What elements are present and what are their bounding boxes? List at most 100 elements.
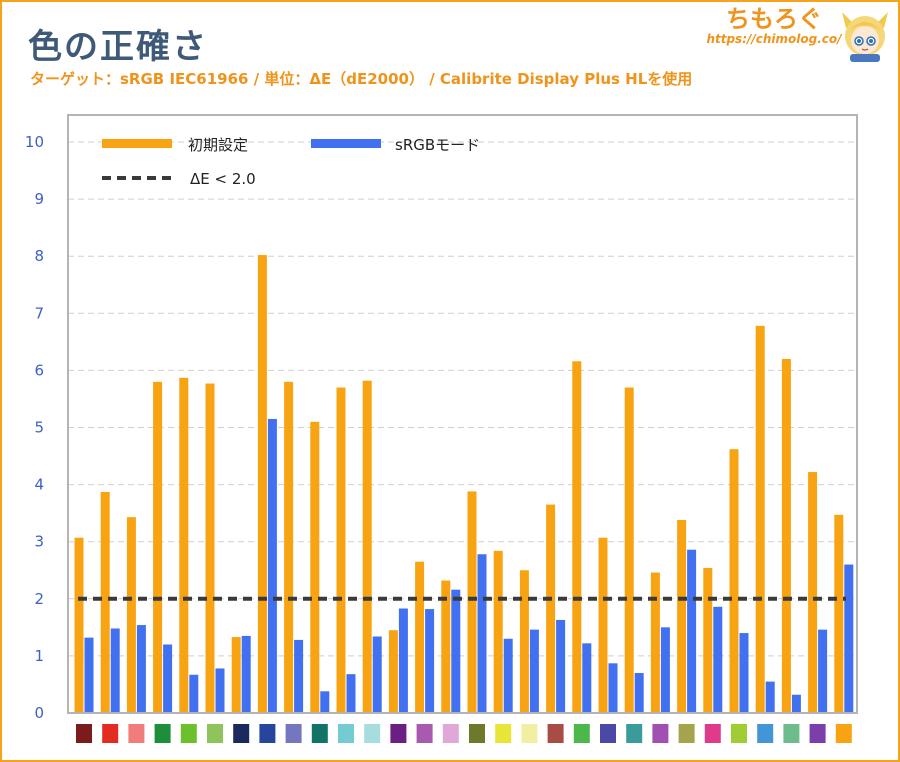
legend-label-threshold: ΔE < 2.0: [190, 170, 256, 188]
color-swatch: [102, 724, 119, 743]
bar-default: [572, 361, 582, 713]
bar-srgb: [503, 638, 513, 713]
bar-srgb: [294, 639, 304, 713]
bar-srgb: [163, 644, 173, 713]
color-swatch: [76, 724, 92, 743]
color-swatch: [731, 724, 747, 743]
bar-srgb: [556, 619, 566, 713]
bar-srgb: [267, 418, 277, 713]
bar-srgb: [320, 691, 330, 713]
color-swatch: [128, 724, 145, 743]
bar-srgb: [346, 674, 356, 713]
legend-label-srgb: sRGBモード: [395, 136, 480, 154]
color-swatch: [180, 724, 197, 743]
color-swatch: [835, 724, 852, 743]
brand-name: ちもろぐ: [726, 5, 822, 33]
color-swatch: [207, 724, 223, 743]
bar-default: [179, 377, 189, 713]
bar-srgb: [660, 627, 670, 713]
bar-default: [519, 570, 529, 713]
bar-srgb: [739, 633, 749, 713]
bar-srgb: [451, 589, 461, 713]
y-tick-label: 5: [34, 419, 44, 437]
color-swatch: [626, 724, 643, 743]
legend-swatch-default: [102, 139, 172, 148]
color-swatch: [390, 724, 407, 743]
color-swatch: [652, 724, 669, 743]
bar-default: [650, 572, 660, 713]
bar-default: [598, 537, 608, 713]
color-swatch: [311, 724, 328, 743]
color-swatch: [442, 724, 459, 743]
color-swatch: [469, 724, 485, 743]
bar-srgb: [818, 629, 828, 713]
bar-srgb: [582, 643, 592, 713]
chart-title: 色の正確さ: [28, 27, 208, 67]
grid-lines: [68, 141, 857, 657]
bar-default: [153, 381, 163, 713]
bar-default: [808, 472, 818, 713]
plot-border: [67, 114, 858, 714]
color-swatch: [678, 724, 695, 743]
bar-default: [336, 387, 346, 713]
color-swatch: [233, 724, 250, 743]
color-swatch: [259, 724, 276, 743]
y-tick-label: 3: [34, 533, 44, 551]
legend-label-default: 初期設定: [188, 136, 248, 154]
bar-srgb: [398, 608, 408, 713]
color-swatch: [783, 724, 800, 743]
color-swatch: [600, 724, 616, 743]
legend: 初期設定 sRGBモード ΔE < 2.0: [102, 136, 480, 188]
y-tick-label: 1: [34, 647, 44, 665]
bar-default: [362, 380, 372, 713]
bar-default: [441, 580, 451, 713]
y-axis: 0 1 2 3 4 5 6 7 8 9 10: [25, 133, 44, 722]
y-tick-label: 7: [34, 304, 44, 322]
bar-default: [257, 255, 267, 714]
bar-default: [703, 567, 713, 713]
bar-srgb: [608, 663, 618, 713]
color-swatch: [338, 724, 354, 743]
bar-default: [624, 387, 634, 713]
bar-srgb: [844, 564, 854, 713]
color-swatches: [76, 724, 852, 743]
bar-srgb: [189, 674, 199, 713]
color-swatch: [154, 724, 171, 743]
bar-srgb: [529, 629, 539, 713]
brand-logo: ちもろぐ https://chimolog.co/: [704, 6, 844, 47]
bar-default: [467, 491, 477, 713]
y-tick-label: 10: [25, 133, 44, 151]
bar-srgb: [477, 554, 487, 713]
y-tick-label: 8: [34, 247, 44, 265]
bar-default: [126, 517, 136, 713]
y-tick-label: 9: [34, 190, 44, 208]
bar-default: [388, 630, 398, 713]
color-swatch: [809, 724, 826, 743]
bar-default: [415, 561, 425, 713]
bar-default: [834, 514, 844, 713]
bar-srgb: [713, 606, 723, 713]
bar-default: [546, 504, 556, 713]
bar-default: [310, 421, 320, 713]
legend-swatch-srgb: [311, 139, 381, 148]
bar-srgb: [110, 628, 120, 713]
bar-srgb: [215, 668, 225, 713]
y-tick-label: 6: [34, 361, 44, 379]
color-swatch: [416, 724, 433, 743]
color-swatch: [573, 724, 590, 743]
brand-url: https://chimolog.co/: [706, 32, 842, 47]
bar-default: [284, 381, 294, 713]
bar-srgb: [791, 694, 801, 713]
y-tick-label: 2: [34, 590, 44, 608]
bar-default: [729, 449, 739, 713]
bars: [74, 255, 854, 714]
bar-srgb: [84, 637, 94, 713]
bar-srgb: [136, 625, 146, 713]
color-swatch: [285, 724, 302, 743]
y-tick-label: 4: [34, 476, 44, 494]
mascot-character-icon: [842, 12, 888, 62]
bar-srgb: [241, 635, 251, 713]
bar-default: [205, 383, 215, 713]
color-swatch: [547, 724, 564, 743]
y-tick-label: 0: [34, 704, 44, 722]
